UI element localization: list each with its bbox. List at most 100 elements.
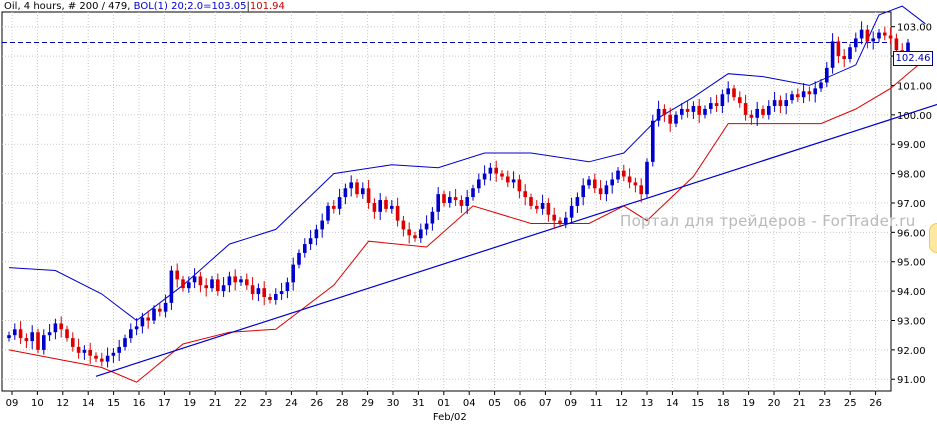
candle: [749, 110, 754, 125]
x-tick-label: 13: [641, 398, 654, 409]
candle: [761, 105, 765, 119]
candle: [714, 94, 719, 112]
candle: [175, 263, 179, 288]
chart-header: Oil, 4 hours, # 200 / 479, BOL(1) 20;2.0…: [4, 1, 285, 12]
y-tick-label: 91.00: [897, 375, 926, 386]
x-tick-label: 21: [209, 398, 222, 409]
candle-body: [24, 338, 29, 342]
candle-body: [593, 179, 597, 189]
candle: [836, 36, 841, 64]
candle: [53, 318, 58, 340]
candle-body: [366, 188, 371, 203]
candle: [82, 345, 87, 360]
candle: [448, 191, 452, 208]
candle-body: [256, 288, 261, 295]
candle-body: [424, 223, 429, 230]
candle-body: [233, 276, 237, 283]
candle-body: [540, 202, 545, 209]
candle-body: [181, 279, 185, 289]
candle: [848, 43, 852, 63]
candle: [471, 184, 475, 201]
candle: [42, 329, 46, 355]
candle-body: [401, 220, 406, 230]
candle-body: [529, 197, 533, 206]
candle-body: [320, 220, 324, 230]
candle: [494, 160, 498, 182]
candle-body: [767, 106, 771, 115]
candle: [778, 95, 783, 114]
candle: [256, 283, 261, 302]
candle: [268, 293, 272, 304]
trendline: [95, 103, 937, 377]
candle-body: [250, 285, 255, 295]
candle: [865, 24, 870, 49]
candle: [355, 178, 359, 198]
candle-body: [7, 335, 11, 339]
header-indicator: BOL(1) 20;2.0=103.05: [133, 1, 247, 12]
candle: [767, 100, 771, 120]
candle: [111, 348, 116, 363]
y-tick-label: 100.00: [897, 111, 932, 122]
candle-body: [604, 185, 609, 195]
candle-body: [297, 252, 301, 265]
candle: [888, 27, 893, 45]
y-tick-label: 95.00: [897, 258, 926, 269]
candle-body: [88, 349, 92, 356]
candle: [245, 273, 249, 290]
candle: [332, 200, 336, 214]
plot-frame: [1, 11, 892, 392]
candle-body: [390, 205, 394, 209]
candle-body: [720, 94, 725, 107]
upper-bollinger-band: [8, 5, 926, 322]
candle: [413, 231, 417, 242]
candle: [210, 275, 214, 292]
candle-body: [877, 32, 881, 39]
candle-body: [778, 100, 783, 107]
candle: [859, 21, 864, 45]
candle: [233, 269, 237, 291]
candle: [279, 282, 284, 300]
candle-body: [308, 238, 313, 245]
candle-body: [442, 194, 446, 203]
candle-body: [598, 188, 603, 195]
candle-body: [581, 185, 585, 198]
candle: [71, 332, 75, 352]
candle-body: [825, 67, 829, 83]
candle: [453, 188, 458, 206]
candle-body: [610, 179, 614, 186]
x-tick-label: 01: [437, 398, 450, 409]
candle-body: [523, 191, 527, 198]
candle: [790, 90, 794, 104]
candle-body: [883, 32, 887, 36]
candle: [88, 342, 92, 364]
candle: [76, 338, 81, 359]
candle: [198, 271, 203, 293]
header-lower-value: 101.94: [249, 1, 285, 12]
candle-body: [163, 302, 168, 312]
candle-body: [500, 173, 504, 177]
candle: [140, 312, 145, 334]
candle-body: [291, 264, 295, 283]
y-tick-label: 101.00: [897, 81, 932, 92]
candle: [500, 170, 504, 181]
y-tick-label: 98.00: [897, 170, 926, 181]
candle: [697, 98, 701, 124]
candle-body: [459, 200, 464, 206]
candle: [871, 31, 875, 50]
candle-body: [378, 200, 382, 212]
candle: [47, 324, 52, 342]
candle: [378, 192, 382, 221]
candle-body: [94, 355, 98, 359]
candle: [575, 192, 580, 213]
side-bubble-icon[interactable]: [929, 223, 937, 253]
x-tick-label: 20: [768, 398, 781, 409]
candle: [216, 273, 220, 296]
candle-body: [18, 329, 23, 339]
candle-body: [842, 56, 846, 60]
candle-body: [790, 94, 794, 101]
candle-body: [47, 332, 52, 336]
candle: [181, 275, 185, 292]
x-tick-label: 31: [412, 398, 425, 409]
candle-body: [662, 108, 667, 115]
